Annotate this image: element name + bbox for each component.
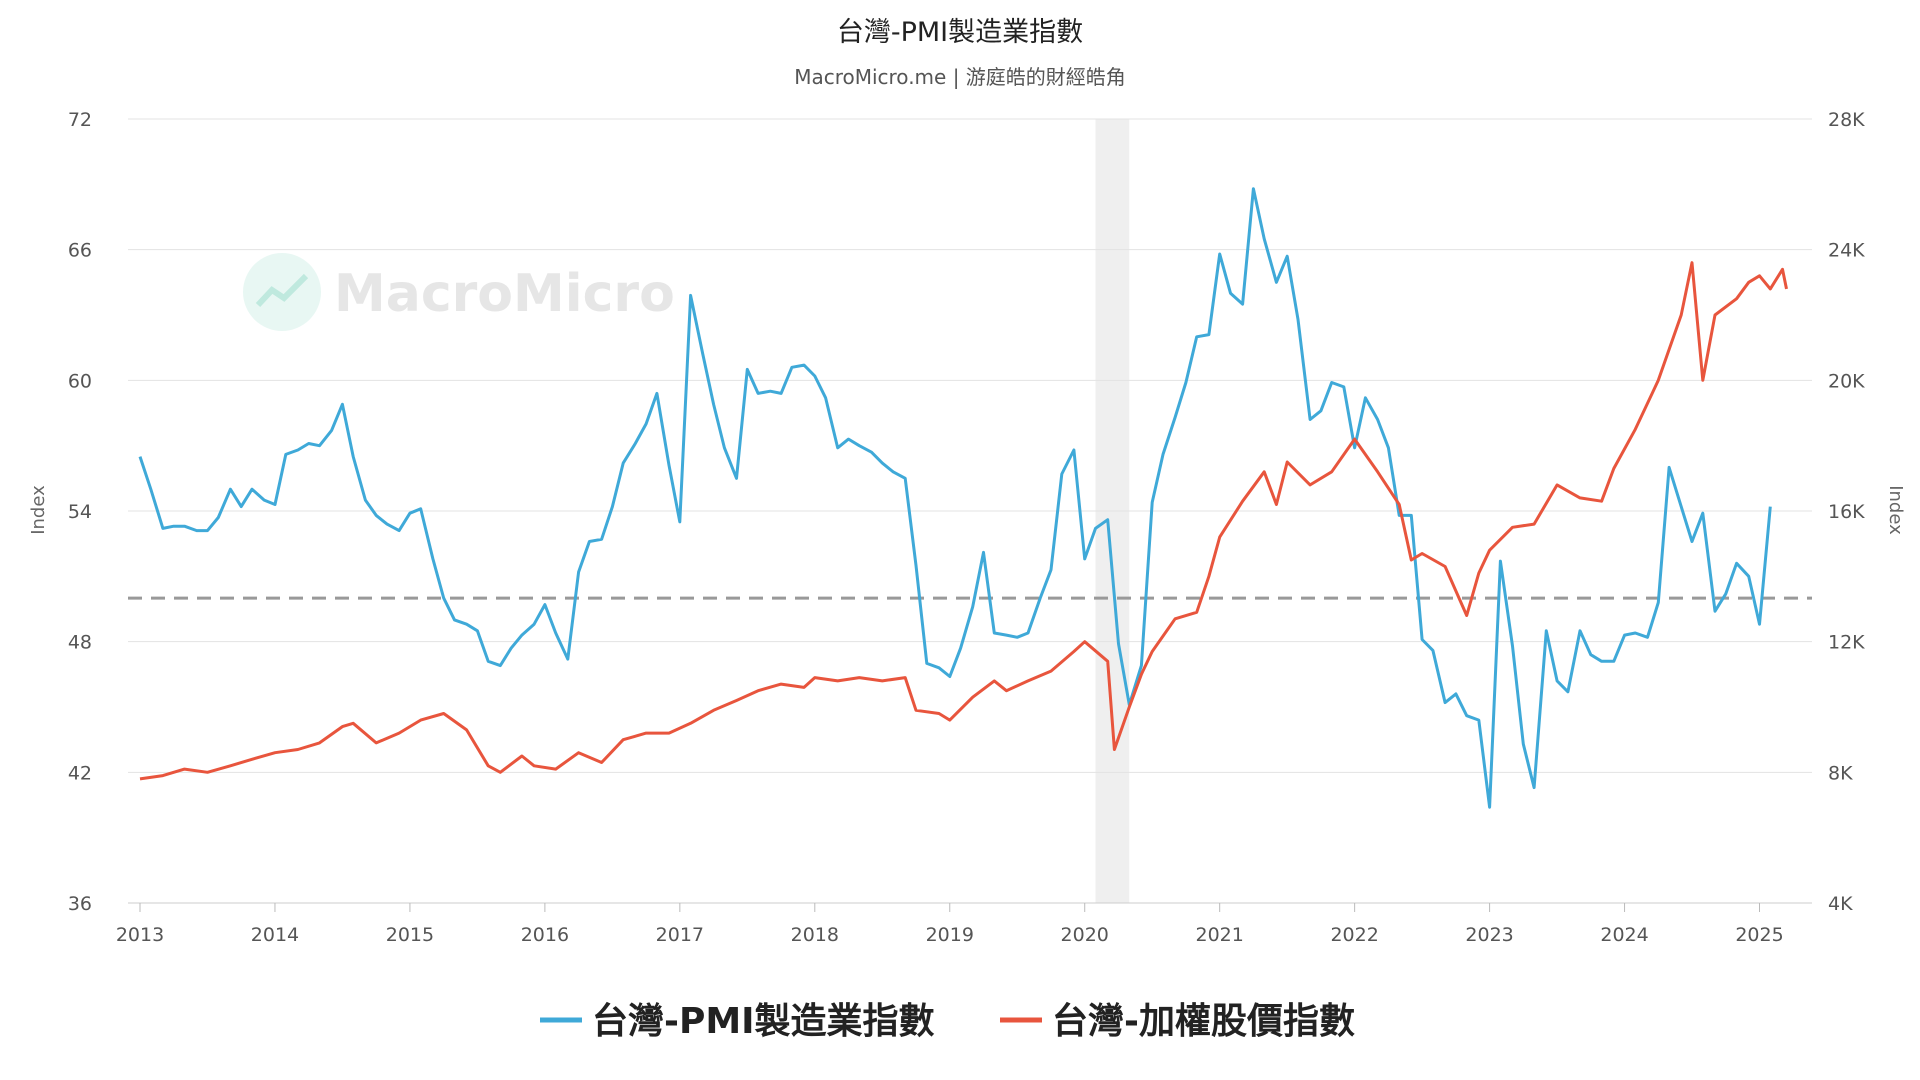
x-tick-label: 2020	[1061, 924, 1109, 946]
x-tick-label: 2019	[926, 924, 974, 946]
legend-label-taiex: 台灣-加權股價指數	[1052, 1001, 1355, 1042]
watermark-text: MacroMicro	[334, 264, 675, 324]
x-tick-label: 2014	[251, 924, 299, 946]
x-tick-label: 2013	[116, 924, 164, 946]
right-tick-label: 24K	[1828, 240, 1865, 262]
x-tick-label: 2021	[1195, 924, 1243, 946]
left-tick-label: 60	[68, 370, 92, 392]
x-tick-label: 2015	[386, 924, 434, 946]
legend-label-pmi: 台灣-PMI製造業指數	[592, 1001, 935, 1042]
left-tick-label: 36	[68, 893, 92, 915]
legend-item-pmi[interactable]: 台灣-PMI製造業指數	[540, 1001, 935, 1042]
right-tick-label: 8K	[1828, 762, 1853, 784]
legend-item-taiex[interactable]: 台灣-加權股價指數	[1000, 1001, 1355, 1042]
x-tick-label: 2022	[1330, 924, 1378, 946]
x-tick-label: 2018	[791, 924, 839, 946]
x-tick-label: 2017	[656, 924, 704, 946]
watermark-logo: MacroMicro	[243, 253, 675, 331]
right-tick-label: 16K	[1828, 501, 1865, 523]
chart-subtitle: MacroMicro.me | 游庭皓的財經皓角	[794, 65, 1126, 89]
left-tick-label: 72	[68, 109, 92, 131]
watermark-icon	[243, 253, 321, 331]
left-tick-label: 54	[68, 501, 92, 523]
series-line-0[interactable]	[138, 187, 1772, 809]
right-tick-label: 28K	[1828, 109, 1865, 131]
x-tick-label: 2016	[521, 924, 569, 946]
x-tick-label: 2023	[1465, 924, 1513, 946]
left-tick-label: 66	[68, 240, 92, 262]
x-tick-label: 2024	[1600, 924, 1648, 946]
left-tick-label: 42	[68, 762, 92, 784]
right-tick-label: 12K	[1828, 632, 1865, 654]
legend[interactable]: 台灣-PMI製造業指數 台灣-加權股價指數	[540, 1001, 1355, 1042]
left-axis-title: Index	[28, 485, 49, 535]
series-line-1[interactable]	[139, 261, 1788, 781]
right-axis-title: Index	[1885, 485, 1906, 535]
x-tick-label: 2025	[1735, 924, 1783, 946]
watermark-icon-line	[255, 273, 309, 308]
right-tick-label: 20K	[1828, 370, 1865, 392]
right-tick-label: 4K	[1828, 893, 1853, 915]
chart-title: 台灣-PMI製造業指數	[837, 17, 1083, 48]
left-tick-label: 48	[68, 632, 92, 654]
